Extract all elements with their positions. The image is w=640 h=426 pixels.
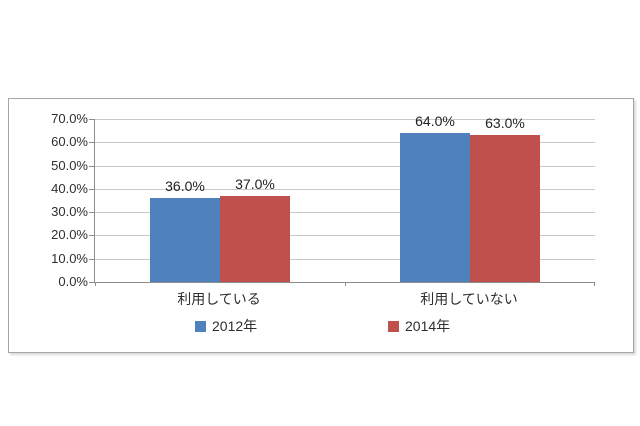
gridline-10 — [95, 258, 595, 260]
legend-entry-2014年: 2014年 — [388, 316, 450, 336]
y-axis-tick-label: 60.0% — [51, 134, 88, 150]
y-axis-tick-label: 10.0% — [51, 250, 88, 266]
gridline-70 — [95, 119, 595, 120]
y-axis-tick-label: 20.0% — [51, 227, 88, 243]
gridline-50 — [95, 165, 595, 167]
y-axis-tick — [89, 165, 94, 167]
category-label-1: 利用していない — [420, 291, 518, 307]
legend-label: 2012年 — [212, 318, 258, 334]
y-axis-tick-label: 40.0% — [51, 180, 88, 196]
gridline-30 — [95, 212, 595, 214]
gridline-40 — [95, 188, 595, 190]
y-axis-tick-label: 30.0% — [51, 204, 88, 220]
y-axis-tick-label: 50.0% — [51, 157, 88, 173]
bar-2012年-利用していない — [400, 132, 470, 282]
y-axis-tick — [89, 142, 94, 144]
bar-2014年-利用している — [220, 195, 290, 282]
y-axis-tick — [89, 282, 94, 283]
legend-label: 2014年 — [405, 318, 451, 334]
y-axis-tick — [89, 188, 94, 190]
bar-2014年-利用していない — [470, 135, 540, 282]
legend-entry-2012年: 2012年 — [195, 316, 257, 336]
chart-frame: 36.0% 37.0% 64.0% 63.0% 0.0% 10.0% 20.0% 30.0%… — [8, 98, 634, 353]
y-axis-tick-label: 70.0% — [51, 111, 88, 126]
bar-data-label: 64.0% — [415, 112, 455, 129]
y-axis-tick — [89, 258, 94, 260]
x-axis-tick — [95, 282, 96, 286]
y-axis-tick-label: 0.0% — [58, 274, 88, 289]
bar-2012年-利用している — [150, 198, 220, 282]
bar-data-label: 37.0% — [235, 175, 275, 192]
x-axis-tick — [345, 282, 346, 286]
bar-data-label: 36.0% — [165, 178, 205, 195]
gridline-60 — [95, 142, 595, 144]
y-axis-tick — [89, 212, 94, 214]
x-axis-tick — [594, 282, 595, 286]
plot-area: 36.0% 37.0% 64.0% 63.0% — [89, 113, 595, 286]
category-label-0: 利用している — [177, 291, 261, 307]
gridline-20 — [95, 235, 595, 237]
y-axis-tick — [89, 119, 94, 120]
y-axis-tick — [89, 235, 94, 237]
legend-swatch-icon — [195, 320, 206, 332]
bar-data-label: 63.0% — [485, 115, 525, 132]
legend-swatch-icon — [388, 320, 399, 332]
